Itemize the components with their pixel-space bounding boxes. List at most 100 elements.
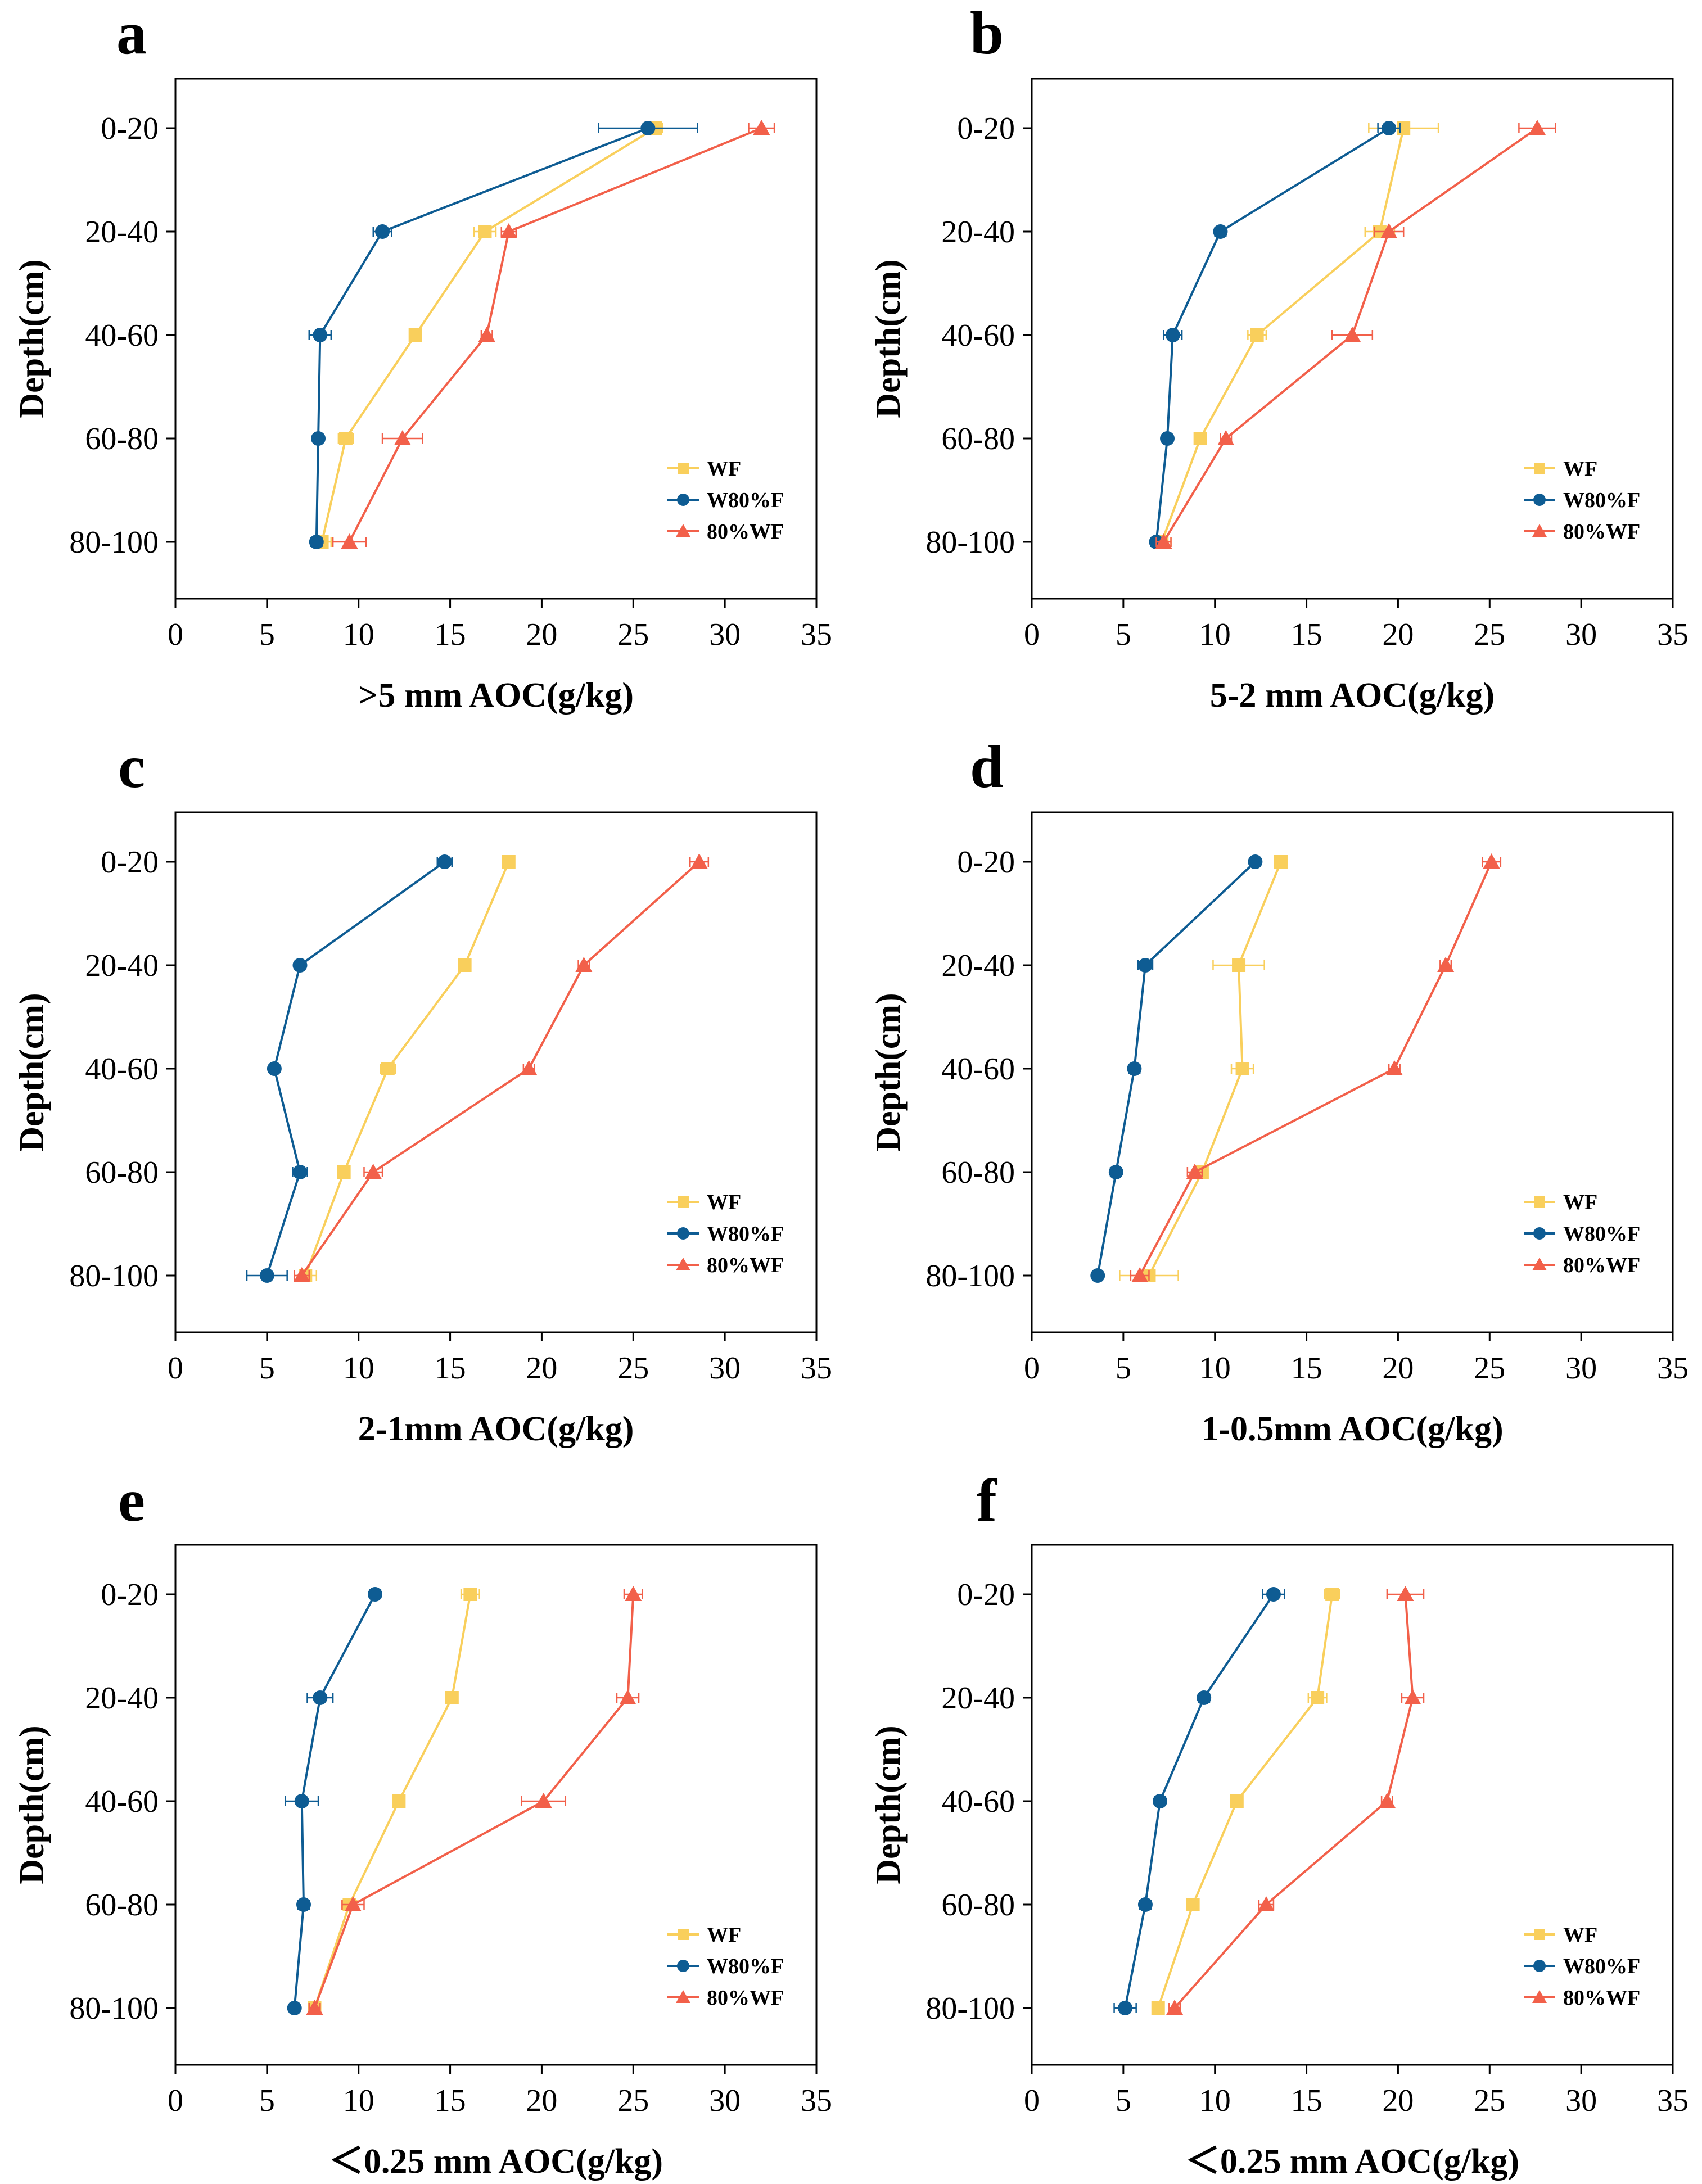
legend: WF W80%F 80%WF — [667, 1191, 784, 1277]
data-point — [1213, 224, 1228, 239]
data-point — [311, 431, 326, 446]
legend-label: W80%F — [707, 489, 784, 512]
x-tick-label: 30 — [709, 617, 741, 652]
series-80%WF — [1130, 853, 1502, 1282]
data-point — [1118, 2001, 1133, 2015]
x-tick-label: 30 — [709, 2083, 741, 2118]
legend: WF W80%F 80%WF — [1524, 1923, 1640, 2010]
x-tick-label: 5 — [259, 617, 275, 652]
x-axis-title: 2-1mm AOC(g/kg) — [358, 1410, 634, 1448]
series-WF — [1151, 1588, 1340, 2015]
data-point — [437, 854, 452, 869]
legend-marker — [1533, 494, 1546, 506]
series-W80%F — [1149, 121, 1401, 549]
x-tick-label: 35 — [801, 2083, 832, 2118]
y-tick-label: 0-20 — [101, 845, 159, 880]
y-axis-title: Depth(cm) — [869, 1725, 908, 1884]
x-tick-label: 20 — [1382, 1351, 1414, 1386]
data-point — [690, 853, 708, 869]
data-point — [520, 1060, 538, 1075]
x-tick-label: 5 — [1116, 617, 1131, 652]
legend-item: W80%F — [1524, 489, 1640, 512]
y-tick-label: 40-60 — [941, 1052, 1015, 1087]
series-W80%F — [308, 121, 698, 549]
legend-label: W80%F — [1563, 1955, 1640, 1978]
legend-item: WF — [667, 457, 741, 481]
y-tick-label: 20-40 — [85, 948, 159, 983]
y-tick-label: 40-60 — [941, 1784, 1015, 1819]
plot-frame — [174, 78, 818, 600]
legend-marker — [678, 1929, 689, 1940]
legend-label: W80%F — [1563, 1222, 1640, 1246]
series-80%WF — [1166, 1586, 1425, 2015]
series-line — [313, 1594, 635, 2009]
legend-item: W80%F — [1524, 1955, 1640, 1978]
x-tick-label: 15 — [1291, 617, 1322, 652]
y-tick-label: 40-60 — [85, 1052, 159, 1087]
legend-marker — [676, 524, 690, 537]
legend-label: WF — [1563, 1923, 1597, 1947]
panel-letter: a — [116, 0, 147, 67]
y-tick-label: 60-80 — [941, 1155, 1015, 1190]
legend-label: WF — [707, 457, 741, 481]
x-axis-title: 1-0.5mm AOC(g/kg) — [1201, 1410, 1503, 1448]
panel-b: b 0 5 10 15 20 25 30 35 0-20 20-40 40-60 60-80 80-100… — [869, 0, 1689, 715]
x-tick-label: 35 — [1657, 2083, 1689, 2118]
legend-item: WF — [1524, 1191, 1597, 1214]
x-tick-label: 30 — [1565, 1351, 1597, 1386]
legend-marker — [676, 1990, 690, 2003]
legend-marker — [677, 494, 689, 506]
y-tick-label: 20-40 — [85, 1681, 159, 1716]
legend-item: 80%WF — [667, 1254, 784, 1277]
legend-label: 80%WF — [1563, 1986, 1640, 2010]
panel-letter: f — [977, 1467, 998, 1534]
y-tick-label: 40-60 — [85, 1784, 159, 1819]
data-point — [478, 327, 495, 342]
x-tick-label: 5 — [259, 1351, 275, 1386]
series-line — [265, 861, 445, 1276]
panel-letter: d — [970, 734, 1004, 801]
data-point — [1166, 2000, 1184, 2015]
panel-d: d 0 5 10 15 20 25 30 35 0-20 20-40 40-60 60-80 80-100… — [869, 734, 1689, 1448]
data-point — [575, 957, 593, 972]
legend-marker — [676, 1258, 690, 1270]
legend-label: WF — [707, 1191, 741, 1214]
x-tick-label: 25 — [617, 1351, 649, 1386]
data-point — [1197, 1690, 1212, 1705]
x-tick-label: 35 — [801, 1351, 832, 1386]
x-tick-label: 5 — [1116, 2083, 1131, 2118]
legend-label: 80%WF — [707, 1986, 784, 2010]
series-line — [304, 861, 510, 1276]
legend-label: WF — [707, 1923, 741, 1947]
data-point — [502, 855, 516, 869]
panel-e: e 0 5 10 15 20 25 30 35 0-20 20-40 40-60 60-80 80-100… — [13, 1467, 832, 2181]
legend: WF W80%F 80%WF — [667, 1923, 784, 2010]
series-WF — [308, 1588, 480, 2015]
legend-label: W80%F — [707, 1955, 784, 1978]
data-point — [1483, 853, 1500, 869]
x-tick-label: 20 — [1382, 617, 1414, 652]
legend-item: 80%WF — [1524, 1254, 1640, 1277]
data-point — [1230, 1794, 1244, 1808]
y-tick-label: 40-60 — [941, 318, 1015, 353]
x-axis-title: 5-2 mm AOC(g/kg) — [1210, 676, 1495, 715]
data-point — [313, 1690, 328, 1705]
data-point — [309, 535, 324, 549]
data-point — [338, 432, 353, 445]
x-tick-label: 15 — [435, 617, 466, 652]
data-point — [1385, 1060, 1403, 1075]
data-point — [267, 1061, 282, 1076]
legend: WF W80%F 80%WF — [1524, 457, 1640, 544]
panel-letter: e — [118, 1467, 145, 1534]
y-tick-label: 80-100 — [69, 525, 159, 560]
x-axis-title: ＜0.25 mm AOC(g/kg) — [329, 2142, 663, 2181]
data-point — [535, 1793, 552, 1808]
series-W80%F — [1113, 1587, 1285, 2015]
x-tick-label: 5 — [259, 2083, 275, 2118]
series-line — [1139, 861, 1493, 1276]
x-tick-label: 0 — [1024, 1351, 1040, 1386]
data-point — [1380, 223, 1398, 238]
x-tick-label: 5 — [1116, 1351, 1131, 1386]
series-80%WF — [1155, 120, 1556, 549]
y-tick-label: 60-80 — [85, 1888, 159, 1923]
